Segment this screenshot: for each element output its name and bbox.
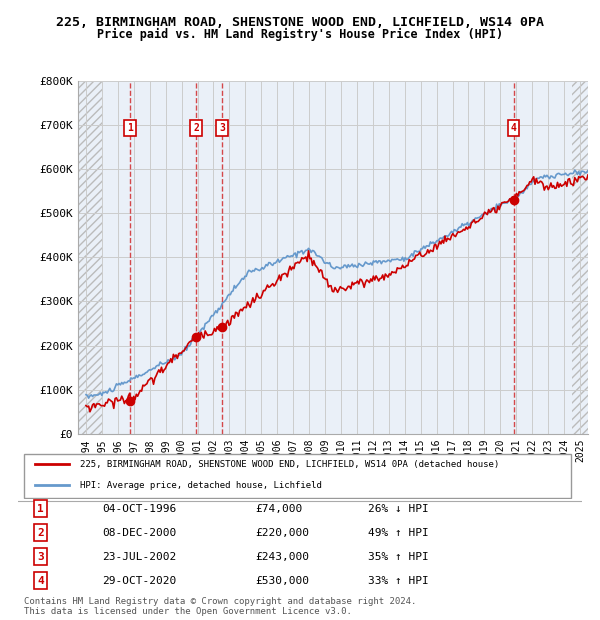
Text: HPI: Average price, detached house, Lichfield: HPI: Average price, detached house, Lich… <box>80 480 322 490</box>
Text: 2: 2 <box>193 123 199 133</box>
Text: 3: 3 <box>37 552 44 562</box>
Text: £530,000: £530,000 <box>255 576 309 586</box>
Text: 225, BIRMINGHAM ROAD, SHENSTONE WOOD END, LICHFIELD, WS14 0PA: 225, BIRMINGHAM ROAD, SHENSTONE WOOD END… <box>56 16 544 29</box>
Text: Contains HM Land Registry data © Crown copyright and database right 2024.: Contains HM Land Registry data © Crown c… <box>24 598 416 606</box>
Text: This data is licensed under the Open Government Licence v3.0.: This data is licensed under the Open Gov… <box>24 607 352 616</box>
Text: 49% ↑ HPI: 49% ↑ HPI <box>368 528 428 538</box>
Text: Price paid vs. HM Land Registry's House Price Index (HPI): Price paid vs. HM Land Registry's House … <box>97 28 503 41</box>
Text: 04-OCT-1996: 04-OCT-1996 <box>103 503 177 514</box>
Text: 225, BIRMINGHAM ROAD, SHENSTONE WOOD END, LICHFIELD, WS14 0PA (detached house): 225, BIRMINGHAM ROAD, SHENSTONE WOOD END… <box>80 459 499 469</box>
Text: £243,000: £243,000 <box>255 552 309 562</box>
FancyBboxPatch shape <box>23 454 571 498</box>
Text: 23-JUL-2002: 23-JUL-2002 <box>103 552 177 562</box>
Text: 4: 4 <box>511 123 517 133</box>
Text: 2: 2 <box>37 528 44 538</box>
Text: 35% ↑ HPI: 35% ↑ HPI <box>368 552 428 562</box>
Text: 1: 1 <box>127 123 133 133</box>
Text: £74,000: £74,000 <box>255 503 302 514</box>
Text: 33% ↑ HPI: 33% ↑ HPI <box>368 576 428 586</box>
Text: 3: 3 <box>219 123 225 133</box>
Text: 4: 4 <box>37 576 44 586</box>
Text: £220,000: £220,000 <box>255 528 309 538</box>
Text: 08-DEC-2000: 08-DEC-2000 <box>103 528 177 538</box>
Text: 26% ↓ HPI: 26% ↓ HPI <box>368 503 428 514</box>
Text: 29-OCT-2020: 29-OCT-2020 <box>103 576 177 586</box>
Text: 1: 1 <box>37 503 44 514</box>
